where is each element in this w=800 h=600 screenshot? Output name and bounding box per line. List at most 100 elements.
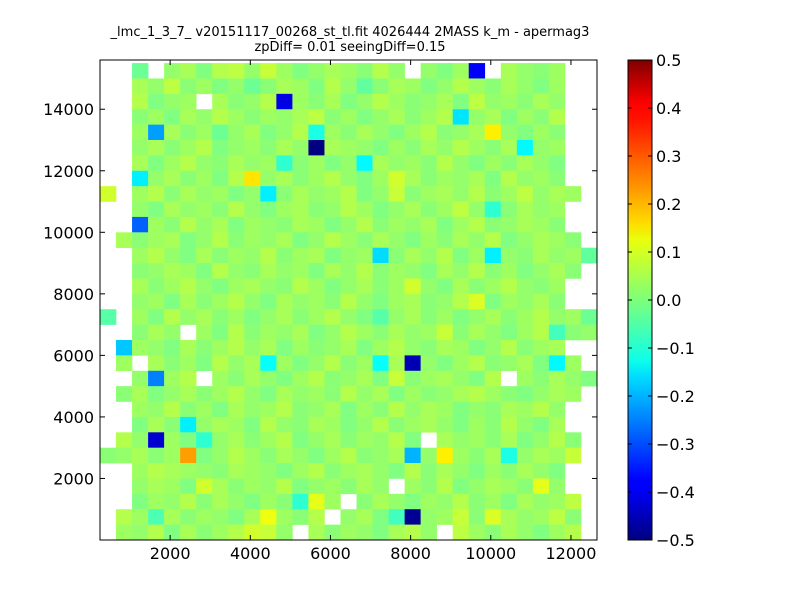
heatmap-cell (516, 278, 534, 295)
heatmap-cell (116, 386, 133, 402)
heatmap-cell (148, 463, 165, 479)
colorbar-tick-label: 0.2 (656, 195, 681, 214)
heatmap-cell (484, 524, 502, 541)
heatmap-cell (372, 263, 389, 279)
heatmap-cell (164, 432, 181, 448)
heatmap-cell (148, 432, 165, 448)
y-tick-label: 14000 (43, 100, 94, 119)
heatmap-cell (500, 386, 518, 402)
heatmap-cell (260, 263, 277, 279)
heatmap-cell (164, 309, 181, 325)
heatmap-cell (228, 170, 245, 187)
heatmap-cell (484, 216, 502, 233)
heatmap-cell (388, 232, 405, 248)
heatmap-cell (244, 263, 261, 279)
heatmap-cell (436, 78, 454, 95)
y-tick-label: 12000 (43, 162, 94, 181)
heatmap-cell (132, 386, 149, 402)
heatmap-cell (228, 201, 245, 218)
heatmap-cell (244, 109, 261, 125)
heatmap-cell (132, 216, 149, 233)
heatmap-cell (548, 186, 566, 202)
heatmap-cell (324, 216, 341, 233)
heatmap-cell (244, 509, 261, 525)
heatmap-cell (148, 416, 165, 433)
y-tick-label: 2000 (53, 469, 94, 488)
heatmap-cell (340, 309, 357, 325)
heatmap-cell (196, 278, 213, 295)
heatmap-cell (420, 478, 437, 495)
heatmap-cell (516, 170, 534, 187)
heatmap-cell (420, 63, 437, 79)
heatmap-cell (148, 401, 165, 418)
heatmap-cell (212, 247, 229, 264)
heatmap-cell (404, 432, 421, 448)
heatmap-cell (500, 478, 518, 495)
heatmap-cell (532, 63, 550, 79)
heatmap-cell (372, 478, 389, 495)
heatmap-cell (324, 416, 341, 433)
heatmap-cell (420, 386, 437, 402)
heatmap-cell (404, 340, 421, 356)
heatmap-cell (116, 355, 133, 372)
heatmap-cell (276, 232, 293, 248)
heatmap-cell (372, 509, 389, 525)
heatmap-cell (276, 432, 293, 448)
heatmap-cell (516, 186, 534, 202)
heatmap-cell (212, 324, 229, 341)
heatmap-cell (516, 432, 534, 448)
heatmap-cell (324, 463, 341, 479)
heatmap-cell (436, 493, 454, 510)
heatmap-cell (212, 109, 229, 125)
heatmap-cell (308, 493, 325, 510)
heatmap-cell (276, 186, 293, 202)
heatmap-cell (516, 509, 534, 525)
heatmap-cell (308, 278, 325, 295)
heatmap-cell (228, 478, 245, 495)
heatmap-cell (244, 124, 261, 141)
heatmap-cell (500, 186, 518, 202)
heatmap-cell (372, 386, 389, 402)
heatmap-cell (452, 263, 470, 279)
heatmap-cell (468, 355, 486, 372)
heatmap-cell (452, 509, 470, 525)
x-tick-label: 12000 (545, 544, 596, 563)
heatmap-cell (180, 63, 197, 79)
heatmap-cell (452, 309, 470, 325)
heatmap-cell (404, 524, 421, 541)
heatmap-cell (132, 293, 149, 310)
heatmap-cell (372, 186, 389, 202)
heatmap-cell (420, 155, 437, 172)
heatmap-cell (292, 78, 309, 95)
colorbar-tick-label: −0.4 (656, 483, 695, 502)
heatmap-cell (212, 401, 229, 418)
heatmap-cell (116, 232, 133, 248)
heatmap-cell (468, 63, 486, 79)
heatmap-cell (164, 201, 181, 218)
heatmap-cell (468, 263, 486, 279)
heatmap-cell (500, 78, 518, 95)
heatmap-cell (180, 155, 197, 172)
heatmap-cell (452, 216, 470, 233)
heatmap-cell (180, 493, 197, 510)
heatmap-cell (228, 124, 245, 141)
heatmap-cell (228, 232, 245, 248)
y-tick-label: 4000 (53, 408, 94, 427)
heatmap-cell (308, 370, 325, 387)
heatmap-cell (356, 355, 373, 372)
heatmap-cell (340, 155, 357, 172)
heatmap-cell (356, 401, 373, 418)
heatmap-cell (260, 355, 277, 372)
heatmap-cell (292, 247, 309, 264)
heatmap-cell (548, 124, 566, 141)
heatmap-cell (468, 524, 486, 541)
heatmap-cell (468, 509, 486, 525)
heatmap-cell (260, 478, 277, 495)
heatmap-cell (244, 232, 261, 248)
heatmap-cell (180, 232, 197, 248)
heatmap-cell (420, 263, 437, 279)
heatmap-cell (484, 355, 502, 372)
heatmap-cell (532, 78, 550, 95)
heatmap-cell (164, 278, 181, 295)
heatmap-cell (420, 401, 437, 418)
